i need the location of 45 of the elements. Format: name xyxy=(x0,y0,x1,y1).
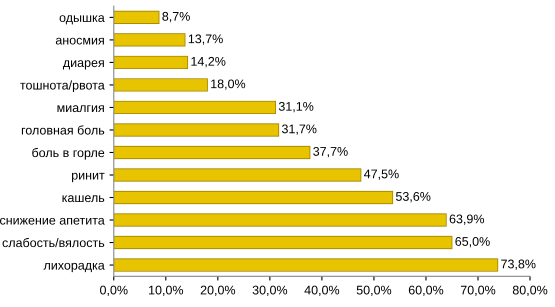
y-tick-label: миалгия xyxy=(57,105,104,112)
x-tick-label: 20,0% xyxy=(200,286,236,296)
y-tick-label: боль в горле xyxy=(32,148,104,160)
y-tick-label: лихорадка xyxy=(44,262,105,272)
data-label: 37,7% xyxy=(313,146,348,158)
x-tick-label: 40,0% xyxy=(304,286,340,296)
y-tick-label: тошнота/рвота xyxy=(20,80,105,92)
x-tick-label: 0,0% xyxy=(100,286,128,296)
bar xyxy=(114,123,280,137)
x-tick-label: 10,0% xyxy=(149,286,184,296)
bar xyxy=(114,10,160,24)
bar xyxy=(114,190,394,204)
data-label: 63,9% xyxy=(450,214,484,225)
data-label: 53,6% xyxy=(396,192,430,202)
bar xyxy=(114,146,310,160)
x-tick-label: 70,0% xyxy=(460,286,496,296)
y-tick-label: диарея xyxy=(62,60,104,70)
x-tick-label: 80,0% xyxy=(512,286,548,296)
bar xyxy=(114,33,186,47)
data-label: 8,7% xyxy=(162,12,190,22)
bar xyxy=(114,213,447,227)
data-label: 18,0% xyxy=(211,79,246,90)
x-tick-label: 60,0% xyxy=(408,286,444,296)
y-tick-label: снижение апетита xyxy=(0,218,105,225)
y-tick-label: одышка xyxy=(60,15,105,24)
data-label: 73,8% xyxy=(501,260,536,270)
bar xyxy=(114,236,452,250)
bar xyxy=(114,168,362,182)
bar xyxy=(114,258,498,272)
y-tick-label: головная боль xyxy=(22,125,104,135)
bar xyxy=(114,100,276,114)
y-tick-label: ринит xyxy=(72,172,105,182)
y-tick-label: кашель xyxy=(62,195,104,202)
bar xyxy=(114,56,188,70)
bar xyxy=(114,78,208,92)
data-label: 47,5% xyxy=(364,170,399,180)
data-label: 14,2% xyxy=(191,56,226,68)
data-label: 31,7% xyxy=(282,124,316,135)
data-label: 65,0% xyxy=(455,237,490,248)
y-tick-label: аносмия xyxy=(56,38,104,45)
data-label: 13,7% xyxy=(188,34,223,45)
x-tick-label: 30,0% xyxy=(252,286,288,296)
x-tick-label: 50,0% xyxy=(356,286,392,296)
data-label: 31,1% xyxy=(278,102,314,112)
y-tick-label: слабость/вялость xyxy=(2,238,104,248)
